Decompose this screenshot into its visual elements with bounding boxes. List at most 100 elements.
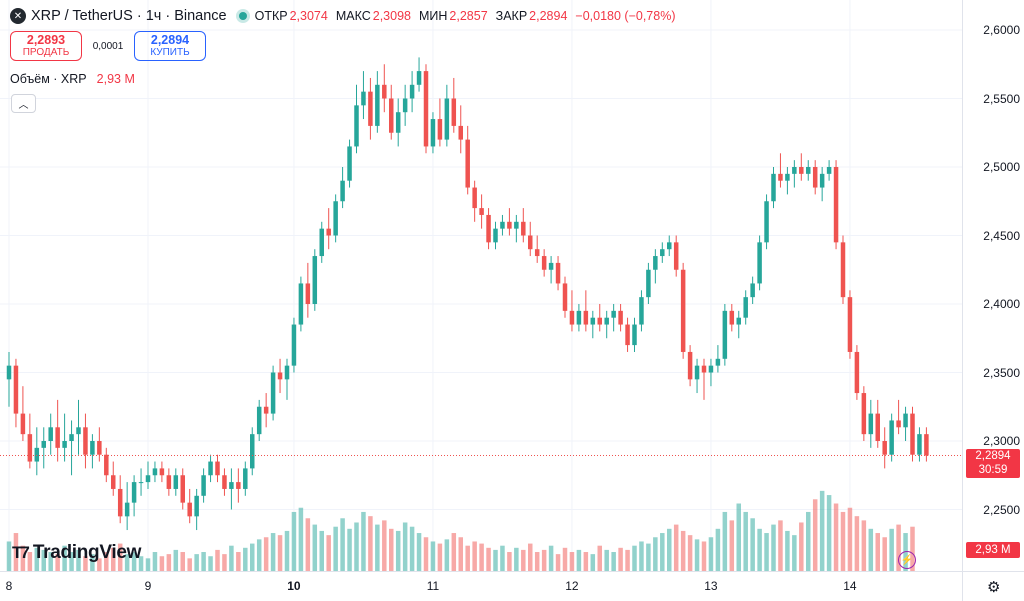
candle-body — [361, 91, 366, 106]
open-label: ОТКР — [254, 9, 288, 23]
candle-body — [347, 146, 352, 181]
symbol-title[interactable]: XRP / TetherUS · 1ч · Binance — [31, 8, 227, 24]
candle-body — [771, 173, 776, 202]
candle-body — [173, 475, 179, 489]
volume-bar — [910, 526, 915, 571]
y-tick-label: 2,6000 — [983, 23, 1020, 37]
candle-body — [875, 413, 880, 441]
volume-bar — [840, 511, 846, 571]
change-value: −0,0180 (−0,78%) — [575, 9, 676, 23]
candle-body — [55, 427, 60, 448]
candle-body — [298, 283, 304, 325]
volume-legend[interactable]: Объём · XRP 2,93 M — [10, 72, 135, 86]
candle-body — [256, 406, 262, 435]
collapse-legend-button[interactable]: ︿ — [11, 94, 36, 113]
candle-body — [13, 365, 19, 414]
candle-body — [792, 167, 797, 174]
volume-bar — [729, 520, 735, 571]
candle-body — [715, 358, 721, 366]
volume-bar — [806, 511, 811, 571]
volume-bar — [562, 547, 568, 571]
x-tick-label: 10 — [287, 579, 301, 593]
candle-body — [521, 221, 526, 236]
volume-bar — [534, 552, 540, 571]
y-tick-label: 2,4000 — [983, 297, 1020, 311]
volume-bar — [472, 541, 477, 571]
candle-body — [27, 434, 33, 462]
buy-button[interactable]: 2,2894 КУПИТЬ — [134, 31, 206, 61]
current-price-tag: 2,2894 30:59 — [966, 449, 1020, 478]
candle-body — [458, 125, 463, 140]
volume-bar — [792, 535, 797, 571]
candle-body — [743, 297, 748, 318]
volume-bar — [444, 539, 450, 571]
volume-bar — [319, 530, 324, 571]
candle-body — [882, 441, 887, 455]
volume-value: 2,93 M — [96, 72, 135, 86]
candle-body — [472, 187, 477, 209]
volume-bar — [680, 530, 686, 571]
candle-body — [701, 365, 707, 373]
volume-bar — [528, 543, 533, 571]
candle-body — [159, 468, 165, 476]
volume-bar — [507, 552, 512, 571]
candle-body — [117, 488, 123, 517]
x-tick-label: 9 — [144, 579, 152, 593]
y-tick-label: 2,4500 — [983, 228, 1020, 243]
candle-body — [639, 297, 644, 325]
candle-body — [111, 475, 116, 489]
volume-bar — [799, 522, 804, 571]
volume-bar — [208, 556, 213, 571]
high-value: 2,3098 — [372, 9, 411, 23]
candle-body — [833, 167, 839, 243]
tradingview-logo[interactable]: T7 TradingView — [12, 542, 141, 564]
candle-body — [437, 119, 443, 140]
bar-countdown: 30:59 — [978, 464, 1008, 476]
volume-bar — [48, 552, 53, 571]
volume-bar — [555, 554, 561, 571]
volume-bar — [521, 549, 526, 571]
current-price-value: 2,2894 — [975, 450, 1011, 462]
volume-bar — [673, 524, 679, 571]
candle-body — [465, 139, 470, 188]
flash-icon[interactable]: ⚡ — [898, 551, 916, 569]
volume-bar — [166, 554, 172, 571]
volume-bar — [493, 549, 498, 571]
volume-bar — [548, 545, 554, 571]
spread-value: 0,0001 — [92, 40, 124, 52]
volume-bar — [590, 554, 596, 571]
candle-body — [423, 71, 429, 147]
volume-bar — [187, 558, 192, 571]
candle-body — [618, 310, 623, 325]
volume-bar — [124, 554, 130, 571]
candle-body — [576, 310, 582, 325]
candle-body — [305, 283, 311, 304]
volume-bar — [854, 516, 860, 571]
candle-body — [236, 482, 241, 489]
gear-icon[interactable]: ⚙ — [987, 579, 1001, 596]
candle-body — [507, 221, 512, 229]
candle-body — [83, 427, 88, 455]
volume-bar — [312, 524, 318, 571]
volume-bar — [201, 552, 206, 571]
candle-body — [312, 256, 318, 304]
candle-body — [868, 413, 874, 435]
chevron-up-icon: ︿ — [18, 100, 29, 111]
candle-body — [555, 262, 561, 284]
volume-bar — [458, 537, 463, 571]
volume-bar — [618, 547, 623, 571]
volume-bar — [861, 520, 867, 571]
candle-body — [444, 98, 450, 140]
candle-body — [708, 365, 714, 373]
volume-bar — [159, 556, 165, 571]
volume-bar — [653, 537, 658, 571]
candle-body — [694, 365, 700, 380]
volume-bar — [236, 552, 241, 571]
candle-body — [750, 283, 755, 298]
volume-bar — [277, 535, 283, 571]
candle-body — [541, 256, 547, 270]
y-tick-label: 2,5500 — [983, 91, 1020, 106]
volume-bar — [639, 541, 644, 571]
sell-button[interactable]: 2,2893 ПРОДАТЬ — [10, 31, 82, 61]
